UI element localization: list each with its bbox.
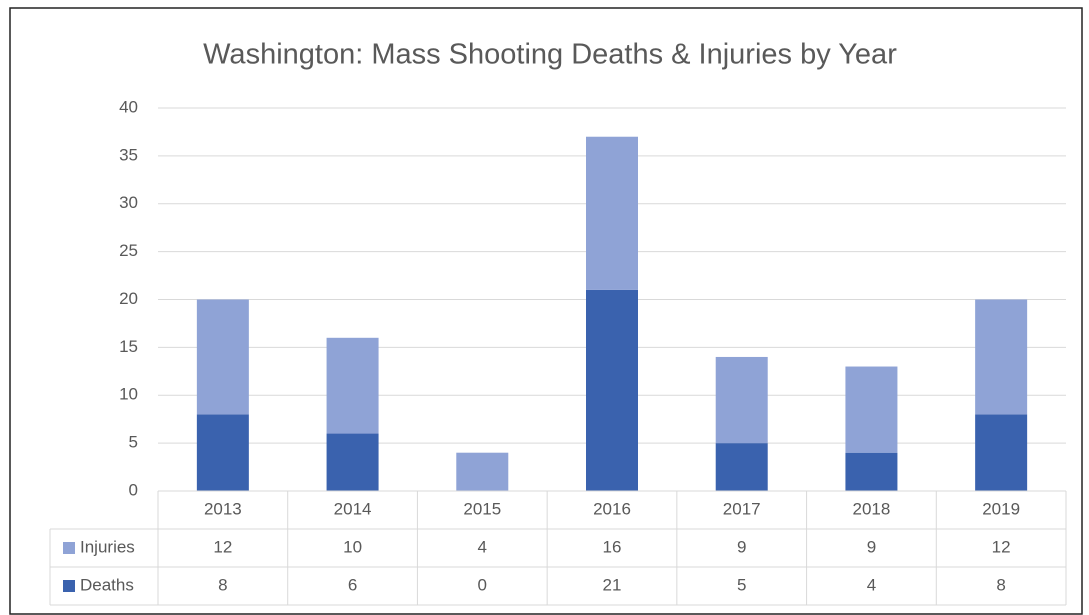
- table-value: 9: [737, 537, 746, 556]
- x-tick-label: 2016: [593, 499, 631, 518]
- table-value: 8: [218, 575, 227, 594]
- y-tick-label: 0: [129, 480, 138, 499]
- bar-segment: [715, 443, 768, 491]
- chart-frame: [9, 7, 1083, 615]
- bar-segment: [845, 366, 898, 453]
- table-value: 12: [992, 537, 1011, 556]
- bar-segment: [456, 452, 509, 491]
- x-tick-label: 2018: [853, 499, 891, 518]
- legend-label: Deaths: [80, 575, 134, 594]
- y-tick-label: 15: [119, 337, 138, 356]
- bar-segment: [975, 299, 1028, 415]
- bar-segment: [715, 356, 768, 444]
- legend-label: Injuries: [80, 537, 135, 556]
- table-value: 16: [603, 537, 622, 556]
- legend-key: [63, 580, 75, 592]
- table-value: 0: [478, 575, 487, 594]
- x-tick-label: 2014: [334, 499, 372, 518]
- y-tick-label: 35: [119, 145, 138, 164]
- bar-segment: [845, 452, 898, 491]
- bar-segment: [326, 337, 379, 434]
- x-tick-label: 2017: [723, 499, 761, 518]
- bar-segment: [586, 136, 638, 290]
- table-value: 8: [996, 575, 1005, 594]
- table-value: 4: [478, 537, 487, 556]
- x-tick-label: 2019: [982, 499, 1020, 518]
- y-tick-label: 5: [129, 433, 138, 452]
- table-value: 21: [603, 575, 622, 594]
- table-value: 4: [867, 575, 876, 594]
- bar-segment: [196, 414, 249, 491]
- y-tick-label: 20: [119, 289, 138, 308]
- bar-segment: [326, 433, 379, 491]
- legend-key: [63, 542, 75, 554]
- x-tick-label: 2015: [463, 499, 501, 518]
- y-tick-label: 30: [119, 193, 138, 212]
- y-tick-label: 10: [119, 385, 138, 404]
- bar-segment: [975, 414, 1028, 491]
- chart-title: Washington: Mass Shooting Deaths & Injur…: [203, 39, 897, 71]
- table-value: 9: [867, 537, 876, 556]
- table-value: 6: [348, 575, 357, 594]
- table-value: 12: [213, 537, 232, 556]
- y-tick-label: 25: [119, 241, 138, 260]
- table-value: 5: [737, 575, 746, 594]
- y-tick-label: 40: [119, 97, 138, 116]
- bar-segment: [586, 289, 638, 491]
- table-value: 10: [343, 537, 362, 556]
- x-tick-label: 2013: [204, 499, 242, 518]
- bar-segment: [196, 299, 249, 415]
